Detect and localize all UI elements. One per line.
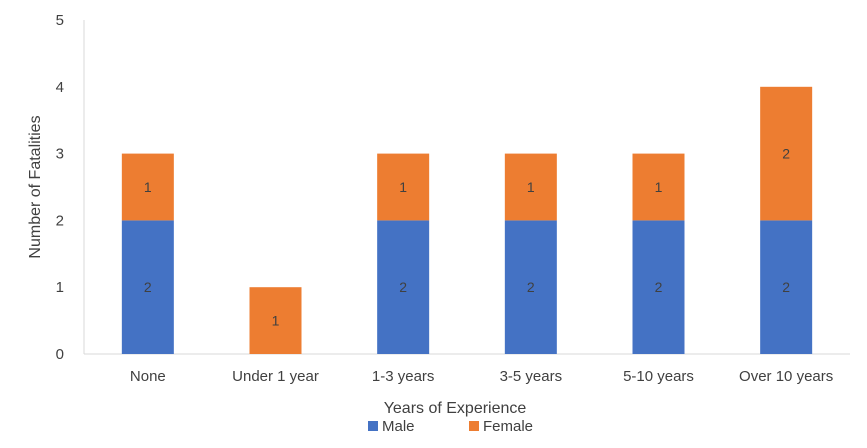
y-axis-ticks: 0 1 2 3 4 5 — [56, 12, 64, 363]
y-tick-label: 3 — [56, 146, 64, 163]
bar-female — [249, 287, 302, 354]
bar-male — [760, 220, 813, 354]
y-tick-label: 2 — [56, 212, 64, 229]
bar-male — [504, 220, 557, 354]
y-axis-title: Number of Fatalities — [27, 115, 44, 258]
legend-label-male: Male — [382, 418, 415, 435]
data-label: 1 — [655, 179, 663, 195]
bars: 2 1 1 2 1 2 1 2 1 2 2 — [121, 86, 813, 354]
data-label: 2 — [399, 279, 407, 295]
y-tick-label: 0 — [56, 346, 64, 363]
x-tick-label: None — [130, 368, 166, 385]
data-label: 1 — [272, 313, 280, 329]
y-tick-label: 5 — [56, 12, 64, 29]
x-tick-label: 3-5 years — [500, 368, 563, 385]
bar-female — [504, 153, 557, 221]
legend-swatch-male — [368, 421, 378, 431]
x-axis-title: Years of Experience — [384, 400, 527, 417]
data-label: 2 — [144, 279, 152, 295]
y-tick-label: 1 — [56, 279, 64, 296]
data-label: 2 — [655, 279, 663, 295]
x-tick-label: 1-3 years — [372, 368, 435, 385]
bar-male — [121, 220, 174, 354]
bar-male — [377, 220, 430, 354]
data-label: 2 — [527, 279, 535, 295]
data-label: 1 — [527, 179, 535, 195]
x-tick-label: Under 1 year — [232, 368, 319, 385]
legend-label-female: Female — [483, 418, 533, 435]
bar-female — [632, 153, 685, 221]
bar-female — [377, 153, 430, 221]
bar-male — [632, 220, 685, 354]
bar-female — [121, 153, 174, 221]
legend-swatch-female — [469, 421, 479, 431]
data-label: 1 — [399, 179, 407, 195]
data-label: 2 — [782, 146, 790, 162]
legend: Male Female — [368, 418, 533, 435]
x-axis-tick-labels: None Under 1 year 1-3 years 3-5 years 5-10 y… — [130, 368, 833, 385]
data-label: 2 — [782, 279, 790, 295]
data-label: 1 — [144, 179, 152, 195]
y-tick-label: 4 — [56, 79, 64, 96]
bar-female — [760, 86, 813, 221]
x-tick-label: Over 10 years — [739, 368, 833, 385]
x-tick-label: 5-10 years — [623, 368, 694, 385]
